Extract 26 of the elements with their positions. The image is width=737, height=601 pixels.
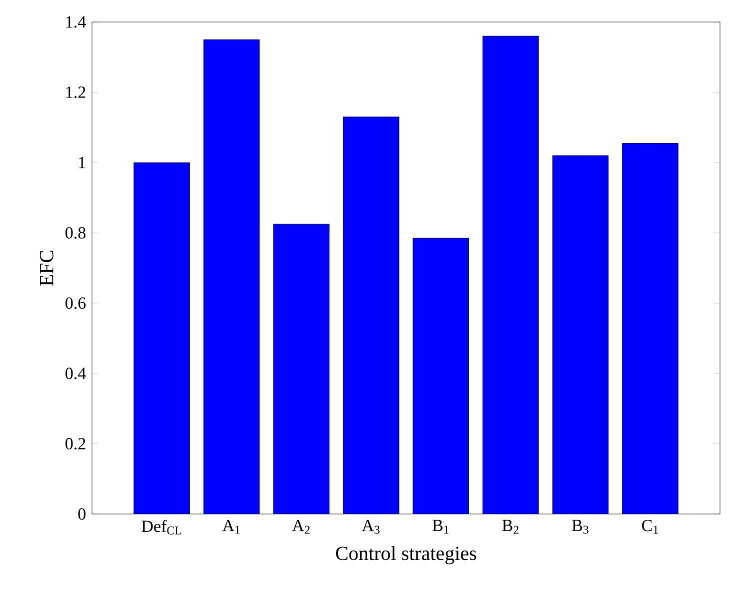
- y-tick-label: 1: [79, 156, 86, 168]
- x-tick-label: B$_{2}$: [502, 520, 518, 534]
- y-tick-label: 0.2: [66, 438, 86, 450]
- x-tick-label: A$_{3}$: [362, 520, 380, 534]
- bar: [412, 238, 469, 514]
- y-tick-label: 0: [78, 508, 86, 520]
- x-tick-label: B$_{1}$: [432, 520, 449, 534]
- x-axis-title: Control strategies: [336, 546, 476, 564]
- x-tick-label: B$_{3}$: [572, 520, 588, 534]
- y-tick-label: 1.2: [66, 86, 86, 98]
- y-tick-label: 1.4: [66, 16, 86, 28]
- bar: [482, 36, 539, 514]
- y-axis-title: EFC: [40, 250, 54, 286]
- bar: [343, 116, 400, 514]
- bar: [204, 40, 260, 514]
- x-tick-label: C$_{1}$: [642, 520, 658, 534]
- x-tick-label: A$_{2}$: [292, 520, 310, 534]
- x-tick-label: A$_{1}$: [222, 520, 240, 534]
- x-tick-label: Def$_{CL}$: [142, 520, 182, 535]
- y-tick-label: 0.4: [66, 368, 86, 380]
- bar: [273, 224, 330, 514]
- bar: [622, 143, 678, 514]
- bar: [552, 156, 608, 514]
- y-tick-label: 0.6: [66, 297, 86, 309]
- bar: [134, 162, 190, 514]
- y-tick-label: 0.8: [66, 227, 86, 239]
